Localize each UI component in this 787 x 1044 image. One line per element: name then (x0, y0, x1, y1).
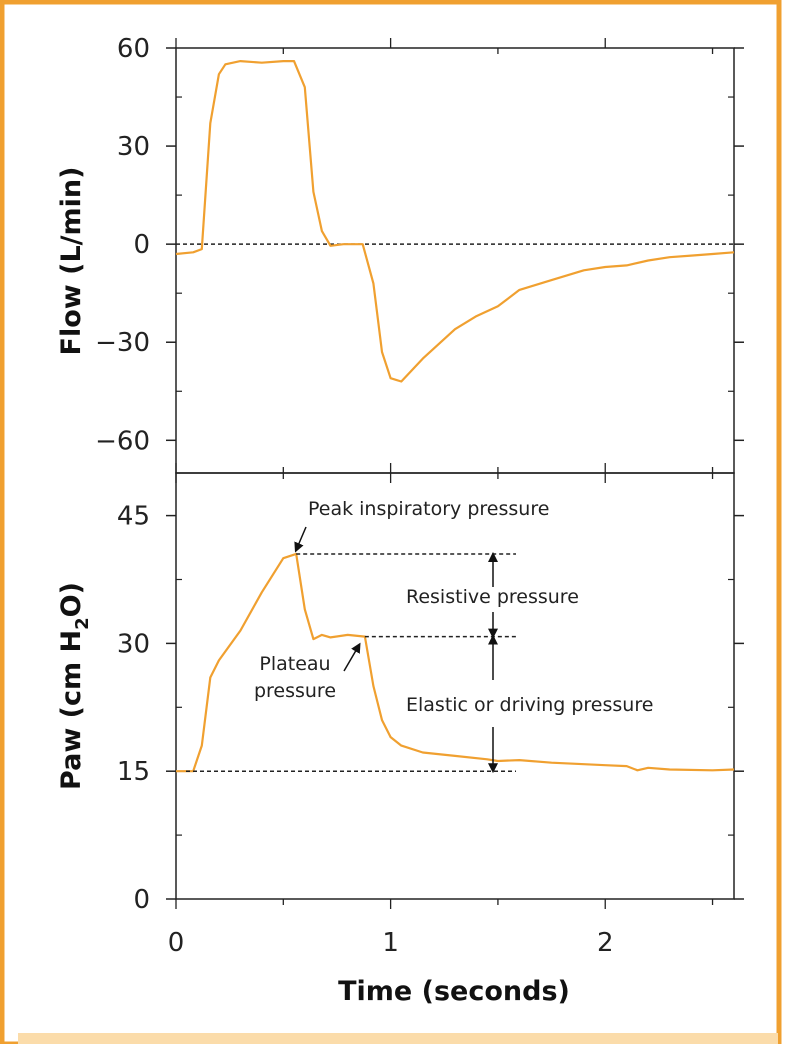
paw-ylabel: Paw (cm H2O) (56, 582, 93, 790)
plateau-label-line1: Plateau (259, 653, 330, 675)
flow-ytick-label: 0 (133, 230, 150, 260)
xtick-label: 0 (168, 928, 185, 958)
time-xlabel: Time (seconds) (338, 976, 570, 1007)
xtick-label: 2 (597, 928, 614, 958)
flow-ytick-label: 60 (117, 34, 150, 64)
paw-ytick-label: 0 (133, 885, 150, 915)
paw-ytick-label: 30 (117, 629, 150, 659)
flow-ylabel: Flow (L/min) (56, 167, 87, 356)
flow-ytick-label: −30 (95, 328, 150, 358)
xtick-label: 1 (382, 928, 399, 958)
paw-ytick-label: 15 (117, 757, 150, 787)
elastic-label: Elastic or driving pressure (406, 694, 653, 716)
plateau-label-line2: pressure (254, 680, 336, 702)
flow-ytick-label: −60 (95, 426, 150, 456)
paw-series-line (176, 552, 735, 773)
paw-plot-frame (175, 472, 735, 900)
flow-ytick-label: 30 (117, 132, 150, 162)
peak-pointer-arrow (294, 526, 307, 553)
peak-label: Peak inspiratory pressure (308, 498, 549, 520)
bottom-band (18, 1033, 778, 1044)
resistive-label: Resistive pressure (406, 586, 579, 608)
plateau-pointer-arrow (343, 642, 361, 672)
frame-right-bg (778, 0, 787, 1044)
flow-series-line (175, 59, 735, 383)
paw-ytick-label: 45 (117, 502, 150, 532)
